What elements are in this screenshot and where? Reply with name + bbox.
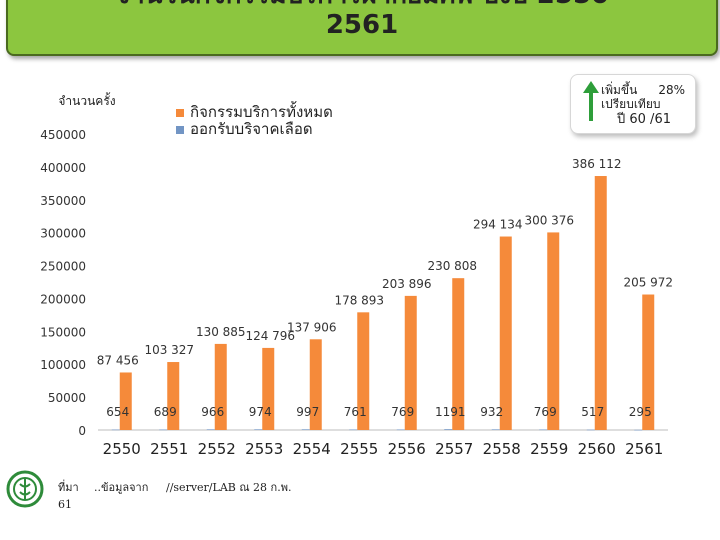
y-tick-label: 100000 <box>40 358 86 372</box>
x-tick-label: 2556 <box>388 440 426 458</box>
bar-total <box>167 362 180 430</box>
y-tick-label: 350000 <box>40 194 86 208</box>
title-banner: จำนวนกิจกรรมบริการฝากยืมศพ ปีงบ 2550 256… <box>6 0 718 56</box>
y-tick-label: 300000 <box>40 227 86 241</box>
x-tick-label: 2561 <box>625 440 663 458</box>
bar-blood <box>301 429 310 430</box>
comparison-callout: เพิ่มขึ้น 28% เปรียบเทียบ ปี 60 /61 <box>570 74 696 134</box>
legend-label-total: กิจกรรมบริการทั้งหมด <box>190 103 333 121</box>
data-label-blood: 997 <box>296 405 319 419</box>
x-tick-label: 2551 <box>150 440 188 458</box>
bar-blood <box>349 429 358 431</box>
x-tick-label: 2552 <box>198 440 236 458</box>
bar-total <box>452 278 465 430</box>
data-label-blood: 517 <box>581 405 604 419</box>
bar-total <box>309 339 322 430</box>
data-label-total: 137 906 <box>287 320 337 334</box>
data-label-total: 230 808 <box>427 259 477 273</box>
data-label-blood: 974 <box>249 405 272 419</box>
footer-year: 61 <box>58 498 72 511</box>
callout-percent: 28% <box>658 83 685 97</box>
data-label-total: 178 893 <box>334 293 384 307</box>
bar-blood <box>586 429 595 431</box>
bar-blood <box>159 429 168 431</box>
bar-blood <box>111 429 120 431</box>
bar-blood <box>444 429 453 430</box>
data-label-blood: 932 <box>480 405 503 419</box>
bar-blood <box>396 429 405 431</box>
footer-source: ..ข้อมูลจาก <box>94 481 149 494</box>
callout-text-years: ปี 60 /61 <box>617 112 671 127</box>
bar-blood <box>634 429 643 431</box>
data-label-total: 294 134 <box>473 218 523 232</box>
y-tick-label: 400000 <box>40 161 86 175</box>
data-label-total: 87 456 <box>97 353 139 367</box>
x-tick-label: 2555 <box>340 440 378 458</box>
x-tick-label: 2558 <box>483 440 521 458</box>
x-tick-label: 2554 <box>293 440 331 458</box>
x-tick-label: 2557 <box>435 440 473 458</box>
y-tick-label: 150000 <box>40 325 86 339</box>
legend-item-total: กิจกรรมบริการทั้งหมด <box>176 104 376 121</box>
data-label-total: 300 376 <box>524 213 574 227</box>
legend-label-blood: ออกรับบริจาคเลือด <box>190 120 313 138</box>
bar-blood <box>539 429 548 431</box>
chart-title-line2: 2561 <box>325 10 399 40</box>
bar-total <box>214 343 227 430</box>
bar-total <box>357 312 370 430</box>
y-tick-label: 50000 <box>48 391 86 405</box>
data-label-blood: 295 <box>629 405 652 419</box>
callout-text-compare: เปรียบเทียบ <box>601 97 661 111</box>
data-label-blood: 689 <box>154 405 177 419</box>
up-arrow-icon <box>583 81 599 121</box>
bar-total <box>404 295 417 430</box>
data-label-total: 103 327 <box>144 343 194 357</box>
bar-total <box>262 347 275 430</box>
y-tick-label: 200000 <box>40 292 86 306</box>
legend-swatch-total <box>176 109 184 117</box>
y-tick-label: 450000 <box>40 128 86 142</box>
data-label-total: 130 885 <box>196 325 246 339</box>
x-tick-label: 2550 <box>103 440 141 458</box>
x-tick-label: 2560 <box>578 440 616 458</box>
data-label-total: 386 112 <box>572 157 622 171</box>
bar-blood <box>206 429 215 430</box>
data-label-blood: 966 <box>201 405 224 419</box>
data-label-blood: 1191 <box>435 405 466 419</box>
bar-total <box>119 372 132 430</box>
data-label-blood: 761 <box>344 405 367 419</box>
data-label-total: 124 796 <box>245 329 295 343</box>
data-label-total: 203 896 <box>382 277 432 291</box>
bar-total <box>499 236 512 430</box>
x-tick-label: 2553 <box>245 440 283 458</box>
ministry-logo-icon <box>6 470 44 508</box>
legend: กิจกรรมบริการทั้งหมด ออกรับบริจาคเลือด <box>176 104 376 138</box>
x-tick-label: 2559 <box>530 440 568 458</box>
chart-title-line1: จำนวนกิจกรรมบริการฝากยืมศพ ปีงบ 2550 <box>8 0 716 15</box>
legend-item-blood: ออกรับบริจาคเลือด <box>176 121 376 138</box>
y-tick-label: 0 <box>78 424 86 438</box>
bar-blood <box>254 429 263 430</box>
data-label-total: 205 972 <box>623 276 673 290</box>
legend-swatch-blood <box>176 126 184 134</box>
y-axis-label: จำนวนครั้ง <box>58 94 116 108</box>
callout-text-increase: เพิ่มขึ้น <box>601 83 638 97</box>
bar-total <box>594 176 607 430</box>
y-tick-label: 250000 <box>40 260 86 274</box>
bar-blood <box>491 429 500 430</box>
footer-label: ที่มา <box>58 481 79 494</box>
bar-total <box>547 232 560 430</box>
bar-total <box>642 294 655 430</box>
data-label-blood: 654 <box>106 405 129 419</box>
data-label-blood: 769 <box>534 405 557 419</box>
data-label-blood: 769 <box>391 405 414 419</box>
footer-path: //server/LAB ณ 28 ก.พ. <box>166 481 292 494</box>
